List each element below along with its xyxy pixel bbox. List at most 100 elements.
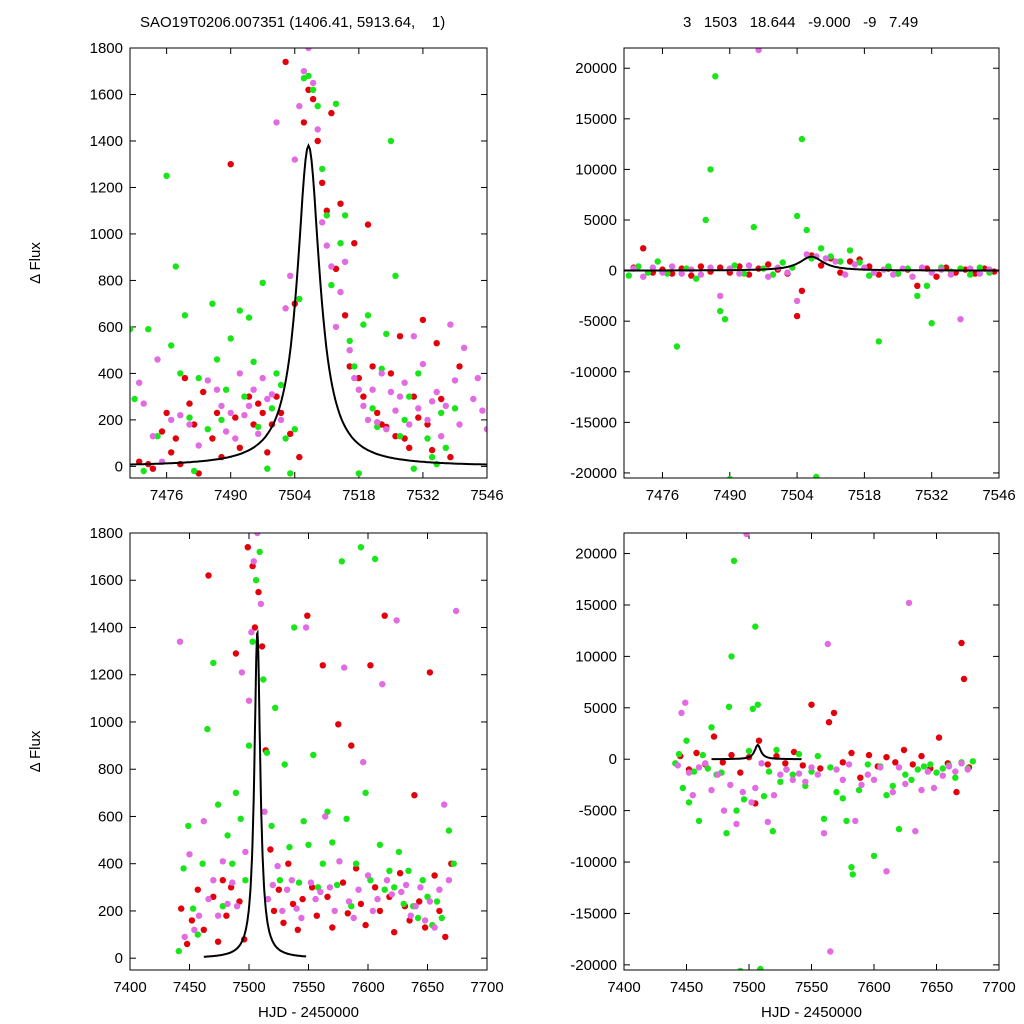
data-point-pink [858, 781, 865, 789]
data-point-red [210, 893, 217, 900]
data-point-red [391, 929, 398, 936]
data-point-red [883, 754, 890, 761]
data-point-pink [383, 426, 390, 433]
data-point-pink [877, 764, 884, 771]
data-point-pink [331, 907, 338, 915]
data-point-green [291, 426, 298, 433]
data-point-red [181, 374, 189, 382]
data-point-green [741, 270, 748, 277]
data-point-pink [808, 764, 815, 771]
data-point-green [140, 467, 147, 475]
y-tick-label: 1200 [90, 179, 123, 196]
data-point-pink [305, 48, 312, 52]
data-point-red [289, 900, 297, 908]
data-point-green [314, 884, 322, 891]
data-point-pink [186, 851, 193, 858]
data-point-pink [976, 270, 983, 277]
data-point-pink [341, 664, 348, 671]
data-point-green [371, 555, 379, 563]
data-point-red [415, 414, 422, 421]
data-point-red [319, 179, 326, 186]
x-tick-label: 7400 [607, 979, 640, 996]
data-point-pink [300, 68, 308, 75]
data-point-pink [451, 377, 459, 384]
data-point-pink [268, 391, 276, 398]
data-point-pink [351, 374, 358, 382]
x-tick-label: 7518 [342, 487, 375, 504]
data-point-red [294, 926, 301, 933]
data-point-green [699, 751, 706, 759]
data-point-green [848, 864, 855, 871]
x-tick-label: 7650 [920, 979, 953, 996]
data-point-red [958, 639, 965, 647]
data-point-pink [428, 398, 436, 405]
data-point-pink [436, 886, 443, 893]
data-point-green [163, 172, 170, 179]
data-point-pink [236, 370, 243, 377]
y-tick-label: 1000 [90, 714, 123, 731]
data-point-red [304, 612, 311, 619]
data-point-green [895, 825, 903, 833]
data-point-red [728, 751, 735, 759]
data-point-red [227, 161, 234, 168]
data-point-pink [415, 405, 422, 412]
data-point-red [426, 669, 434, 676]
data-point-red [960, 675, 968, 683]
data-point-green [229, 860, 236, 867]
data-point-green [856, 259, 863, 266]
data-point-pink [770, 792, 778, 799]
data-point-pink [832, 258, 839, 265]
x-tick-label: 7600 [351, 979, 384, 996]
data-point-green [224, 832, 231, 839]
y-tick-label: -10000 [570, 364, 617, 381]
data-point-green [745, 747, 753, 755]
data-point-pink [707, 264, 714, 271]
data-point-pink [947, 271, 955, 278]
data-point-pink [827, 948, 834, 955]
data-point-green [779, 259, 786, 266]
data-point-pink [945, 763, 953, 770]
data-point-pink [317, 888, 324, 896]
data-point-green [367, 877, 374, 884]
data-point-green [827, 253, 834, 260]
y-axis-label: Δ Flux [27, 730, 44, 772]
data-point-pink [702, 760, 709, 767]
data-point-green [242, 877, 249, 884]
data-point-pink [433, 388, 440, 396]
data-point-green [730, 557, 738, 564]
data-point-pink [233, 903, 241, 910]
x-tick-label: 7504 [278, 487, 311, 504]
data-point-red [344, 910, 351, 917]
data-point-green [386, 867, 393, 874]
data-point-pink [337, 288, 344, 296]
y-tick-label: 15000 [575, 597, 617, 614]
data-point-green [227, 335, 234, 342]
data-point-green [406, 393, 413, 400]
plot-frame [129, 532, 488, 971]
data-point-pink [870, 269, 878, 276]
data-point-green [415, 370, 422, 377]
data-point-red [319, 662, 326, 669]
data-point-red [825, 719, 833, 726]
data-point-pink [214, 912, 222, 919]
data-point-green [357, 544, 365, 551]
data-point-pink [273, 119, 280, 126]
data-point-green [902, 771, 909, 778]
x-tick-label: 7550 [795, 979, 828, 996]
y-tick-label: 1200 [90, 667, 123, 684]
data-point-red [438, 395, 445, 403]
data-point-pink [720, 807, 728, 814]
data-point-green [760, 793, 768, 800]
data-point-pink [332, 323, 340, 331]
data-point-pink [474, 374, 481, 382]
data-point-green [172, 263, 179, 270]
data-point-red [287, 430, 294, 437]
data-point-green [737, 967, 744, 970]
data-point-pink [470, 395, 477, 403]
data-point-red [697, 263, 705, 270]
data-point-red [710, 733, 718, 740]
data-point-red [255, 588, 262, 596]
y-tick-label: -5000 [579, 803, 617, 820]
data-point-pink [245, 697, 253, 704]
data-point-pink [378, 370, 385, 377]
